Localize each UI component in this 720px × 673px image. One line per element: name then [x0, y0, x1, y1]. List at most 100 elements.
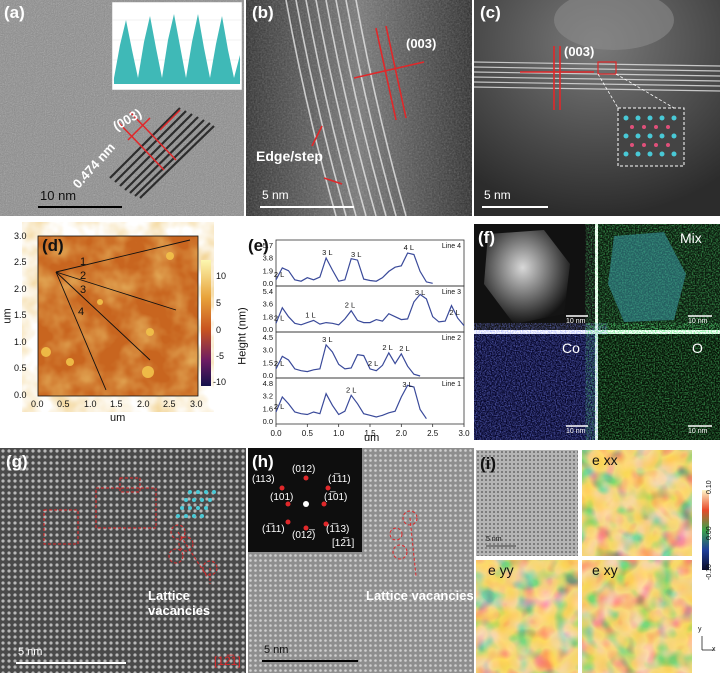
x-tick-label: 0.5 [302, 429, 314, 438]
axis-x-label: x [712, 646, 716, 653]
scale-bar [260, 206, 354, 208]
panel-e: 5.7 3.8 1.9 0.0 Line 4 2 L 3 L 3 L 4 L 5.4 3.6 1.8 0… [238, 222, 474, 444]
panel-h-stem-image [248, 448, 474, 673]
peak-layer-label: 3 L [322, 335, 332, 344]
profile-series-line [275, 384, 427, 420]
panel-b-stem-image [246, 0, 472, 216]
x-tick: 1.5 [110, 399, 123, 409]
scale-bar [482, 206, 548, 208]
peak-layer-label: 1 L [305, 310, 315, 319]
series-name-label: Line 3 [442, 289, 461, 296]
panel-c: (c) (003) 5 nm [474, 0, 720, 216]
axis-y-label: y [698, 626, 702, 633]
panel-f: (f) Mix Co O 10 nm 10 nm 10 nm 10 nm [474, 224, 720, 440]
panel-a: (a) (003) 0.474 nm 10 nm [0, 0, 244, 216]
scale-bar [16, 662, 126, 664]
profile-frame [275, 285, 465, 333]
y-tick-label: 4.5 [263, 333, 273, 342]
scale-bar [38, 206, 122, 208]
scale-label: 10 nm [40, 188, 77, 203]
afm-line-label: 4 [78, 306, 85, 318]
series-name-label: Line 2 [442, 335, 461, 342]
colorbar-tick: 5 [216, 298, 222, 308]
panel-label: (a) [4, 3, 25, 22]
y-tick-label: 4.8 [263, 379, 273, 388]
scale-label: 10 nm [566, 318, 586, 325]
scale-bar [262, 660, 358, 662]
fft-spot-label: (1̅11) [328, 474, 351, 485]
profile-frame [275, 377, 465, 425]
peak-layer-label: 2 L [449, 308, 459, 317]
panel-g-stem-image [0, 448, 246, 673]
peak-layer-label: 4 L [404, 243, 414, 252]
x-tick-label: 1.0 [333, 429, 345, 438]
y-tick: 0.5 [14, 363, 27, 373]
fft-spot-label: (1̅11) [262, 524, 285, 535]
y-tick-label: 3.8 [263, 254, 273, 263]
x-tick-label: 3.0 [458, 429, 470, 438]
y-tick-label: 5.4 [263, 287, 273, 296]
panel-label: (d) [42, 236, 64, 255]
y-tick-label: 0.0 [263, 371, 273, 380]
height-profile-chart: 5.7 3.8 1.9 0.0 Line 4 2 L 3 L 3 L 4 L 5.4 3.6 1.8 0… [263, 239, 470, 438]
peak-layer-label: 2 L [274, 359, 284, 368]
y-tick: 1.5 [14, 310, 27, 320]
panel-g: (g) Lattice vacancies [12̅1] 5 nm [0, 448, 246, 673]
colorbar-tick: 10 [216, 271, 227, 281]
edge-step-label: Edge/step [256, 148, 323, 164]
panel-b: (b) (003) Edge/step 5 nm [246, 0, 472, 216]
panel-f-eds-maps [474, 224, 720, 440]
colorbar-tick: 0.00 [706, 526, 713, 540]
panel-label: (g) [6, 452, 28, 471]
panel-i: (i) e xx e yy e xy 5 nm 0.10 0.00 -0.10 … [476, 450, 720, 673]
panel-d: (d) 1 2 3 4 3.0 2.5 2.0 1.5 1.0 0.5 0.0 … [0, 222, 238, 444]
panel-c-stem-image [474, 0, 720, 216]
y-tick-label: 0.0 [263, 417, 273, 426]
y-tick: 2.0 [14, 284, 27, 294]
y-tick-label: 1.8 [263, 312, 273, 321]
profile-series-line [275, 252, 433, 284]
panel-label: (i) [480, 454, 497, 473]
lattice-vacancies-label: Lattice vacancies [366, 588, 474, 603]
y-tick-label: 0.0 [263, 279, 273, 288]
peak-layer-label: 3 L [322, 248, 332, 257]
series-name-label: Line 1 [442, 381, 461, 388]
x-tick: 0.0 [31, 399, 44, 409]
x-axis-label: um [110, 412, 126, 424]
y-tick-label: 1.9 [263, 266, 273, 275]
peak-layer-label: 2 L [382, 343, 392, 352]
peak-layer-label: 3 L [351, 250, 361, 259]
fft-spot-label: (012) [292, 464, 316, 475]
x-tick-label: 2.5 [427, 429, 439, 438]
zone-axis-label: [12̅1] [332, 538, 355, 549]
map-label-mix: Mix [680, 230, 702, 246]
x-tick: 2.0 [137, 399, 150, 409]
scale-label: 5 nm [484, 188, 511, 202]
x-tick: 1.0 [84, 399, 97, 409]
scale-label: 10 nm [566, 428, 586, 435]
x-axis-label: um [364, 432, 380, 444]
y-tick: 2.5 [14, 257, 27, 267]
peak-layer-label: 2 L [274, 313, 284, 322]
y-tick-label: 3.2 [263, 392, 273, 401]
peak-layer-label: 3 L [415, 288, 425, 297]
scale-label: 10 nm [688, 318, 708, 325]
fft-spot-label: (101) [270, 492, 294, 503]
strain-label-eyy: e yy [488, 562, 514, 578]
y-tick: 3.0 [14, 231, 27, 241]
peak-layer-label: 2 L [399, 344, 409, 353]
peak-layer-label: 2 L [274, 270, 284, 279]
peak-layer-label: 2 L [345, 301, 355, 310]
y-tick: 0.0 [14, 390, 27, 400]
x-tick-label: 0.0 [270, 429, 282, 438]
fft-spot-label: (1̅13) [326, 524, 350, 535]
scale-label: 5 nm [262, 188, 289, 202]
map-label-o: O [692, 340, 703, 356]
y-tick-label: 1.6 [263, 404, 273, 413]
x-tick: 3.0 [190, 399, 203, 409]
y-tick: 1.0 [14, 337, 27, 347]
strain-label-exx: e xx [592, 452, 618, 468]
colorbar-tick: 0 [216, 325, 222, 335]
map-label-co: Co [562, 340, 580, 356]
fft-spot-label: (113) [252, 474, 275, 485]
